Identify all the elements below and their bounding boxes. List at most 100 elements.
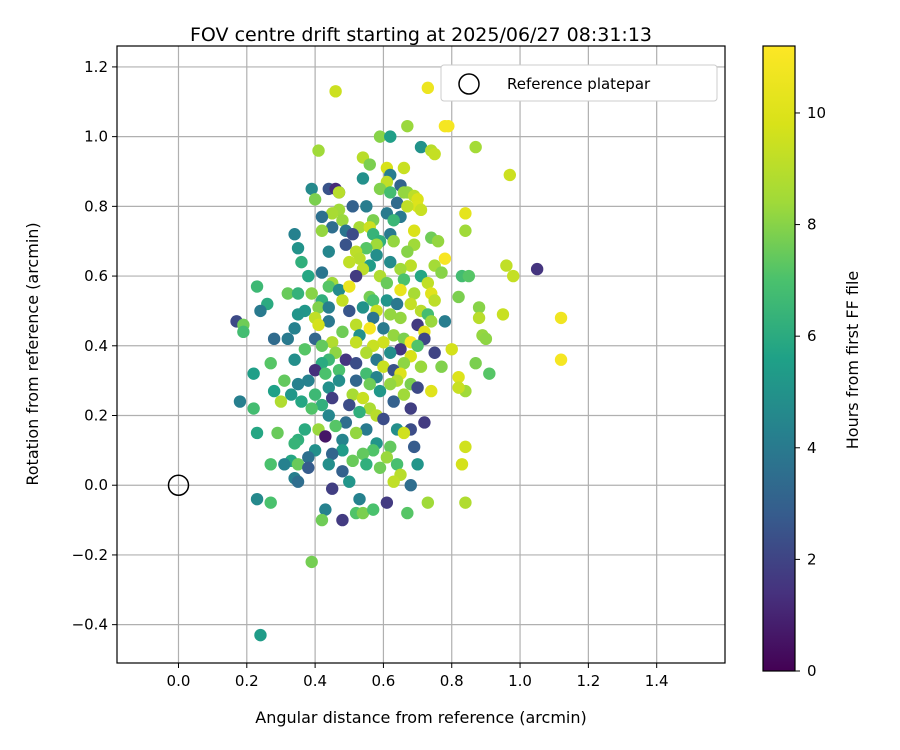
data-point xyxy=(302,451,315,464)
data-point xyxy=(322,245,335,258)
data-point xyxy=(387,235,400,248)
data-point xyxy=(325,221,339,234)
data-point xyxy=(291,308,305,321)
data-point xyxy=(469,140,482,154)
data-point xyxy=(384,130,397,143)
data-point xyxy=(445,343,458,356)
data-point xyxy=(319,367,332,380)
data-point xyxy=(254,628,267,642)
data-point xyxy=(407,440,421,454)
plot-frame xyxy=(116,45,726,664)
data-point xyxy=(336,465,349,478)
data-point xyxy=(329,85,342,98)
data-point xyxy=(370,238,383,251)
x-tick-label: 1.2 xyxy=(576,672,600,690)
data-point xyxy=(322,315,335,328)
data-point xyxy=(435,360,448,373)
data-point xyxy=(459,207,472,220)
data-point xyxy=(302,269,315,283)
data-point xyxy=(438,315,452,328)
data-point xyxy=(250,426,264,440)
data-point xyxy=(397,273,411,286)
data-point xyxy=(401,506,414,520)
data-point xyxy=(322,301,335,314)
data-point xyxy=(377,360,390,373)
data-point xyxy=(404,259,417,272)
data-point xyxy=(366,311,380,325)
data-point xyxy=(387,214,400,227)
data-point xyxy=(237,325,250,339)
y-axis-label: Rotation from reference (arcmin) xyxy=(23,222,42,485)
data-point xyxy=(404,297,417,311)
colorbar-gradient xyxy=(762,45,796,672)
data-point xyxy=(479,332,493,346)
data-point xyxy=(336,325,349,339)
data-point xyxy=(288,437,301,450)
data-point xyxy=(500,259,513,272)
data-point xyxy=(305,182,318,196)
x-tick-label: 0.6 xyxy=(371,672,395,690)
x-tick-label: 0.2 xyxy=(235,672,259,690)
y-tick-label: 0.6 xyxy=(84,267,108,285)
data-point xyxy=(356,301,370,314)
data-point xyxy=(332,283,346,297)
data-point xyxy=(295,255,308,269)
data-point xyxy=(291,475,305,488)
data-point xyxy=(312,318,325,332)
data-point xyxy=(397,357,411,370)
data-point xyxy=(435,266,448,279)
data-point xyxy=(291,458,305,471)
data-point xyxy=(455,458,469,471)
data-point xyxy=(397,426,411,440)
legend-reference-marker-icon xyxy=(458,73,480,95)
data-point xyxy=(288,322,301,335)
data-point xyxy=(384,440,397,454)
data-point xyxy=(346,388,359,401)
data-point xyxy=(247,402,260,415)
data-point xyxy=(325,207,339,220)
colorbar-tick-label: 2 xyxy=(807,550,817,568)
y-tick-label: 0.2 xyxy=(84,407,108,425)
data-point xyxy=(285,388,298,401)
data-point xyxy=(298,343,312,356)
data-point xyxy=(315,210,329,224)
data-points xyxy=(230,81,568,642)
data-point xyxy=(387,395,400,408)
data-point xyxy=(507,269,520,283)
data-point xyxy=(356,172,370,185)
data-point xyxy=(325,336,339,349)
data-point xyxy=(384,255,397,269)
x-tick-label: 1.0 xyxy=(508,672,532,690)
data-point xyxy=(295,395,308,408)
data-point xyxy=(339,353,353,366)
colorbar-ticks: 0 2 4 6 8 10 xyxy=(795,104,826,680)
data-point xyxy=(322,381,335,394)
data-point xyxy=(319,430,332,443)
data-point xyxy=(308,193,322,206)
y-tick-label: 1.2 xyxy=(84,58,108,76)
data-point xyxy=(394,343,407,356)
data-point xyxy=(298,423,312,436)
data-point xyxy=(404,479,417,492)
data-point xyxy=(250,492,264,506)
data-point xyxy=(387,475,400,488)
x-axis-ticks: 0.0 0.2 0.4 0.6 0.8 1.0 1.2 1.4 xyxy=(167,663,669,690)
data-point xyxy=(418,416,431,429)
data-point xyxy=(349,426,363,440)
data-point xyxy=(346,200,359,213)
data-point xyxy=(366,444,380,457)
data-point xyxy=(254,304,267,318)
data-point xyxy=(264,496,277,509)
data-point xyxy=(360,458,373,471)
data-point xyxy=(452,290,465,304)
x-tick-label: 1.4 xyxy=(645,672,669,690)
data-point xyxy=(530,262,544,276)
data-point xyxy=(472,301,486,314)
data-point xyxy=(336,433,349,447)
data-point xyxy=(233,395,247,408)
data-point xyxy=(356,447,370,461)
data-point xyxy=(370,248,383,262)
data-point xyxy=(343,304,356,318)
data-point xyxy=(414,203,428,217)
